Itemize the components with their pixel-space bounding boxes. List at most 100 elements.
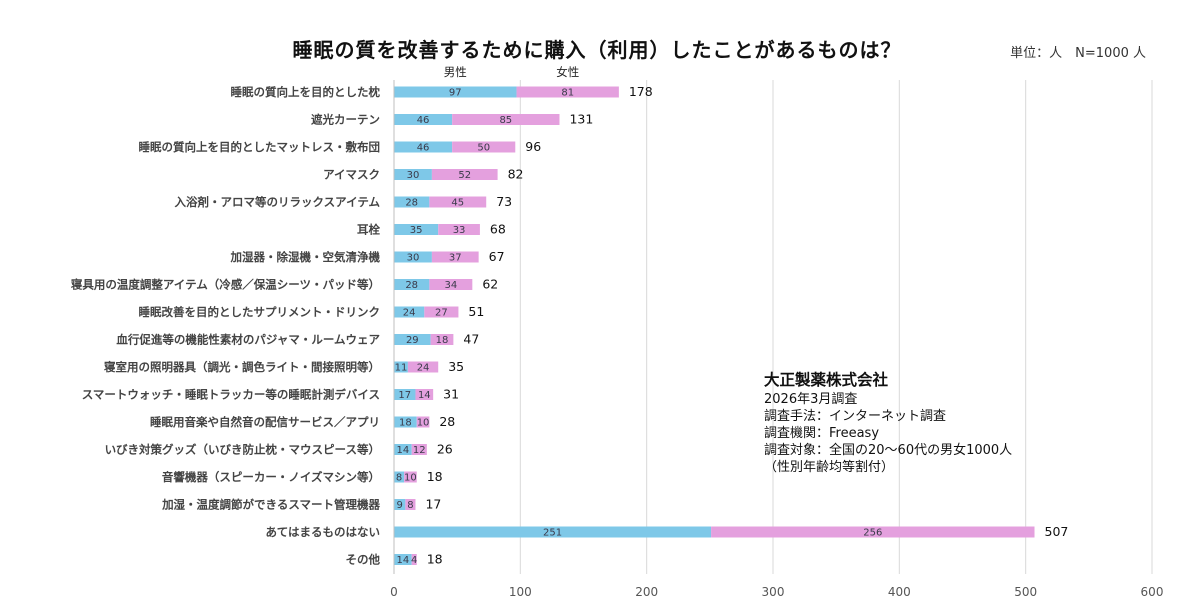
data-label-male: 9 <box>396 500 402 511</box>
category-label: 音響機器（スピーカー・ノイズマシン等） <box>162 470 380 484</box>
data-label-male: 28 <box>405 280 418 291</box>
data-label-male: 11 <box>395 363 408 374</box>
data-label-female: 33 <box>453 225 466 236</box>
category-label: 睡眠改善を目的としたサプリメント・ドリンク <box>139 305 381 319</box>
data-label-female: 18 <box>436 335 449 346</box>
unit-note: 単位：人 N=1000 人 <box>1010 46 1146 61</box>
bar-segment-female <box>430 334 454 345</box>
data-label-male: 24 <box>403 308 416 319</box>
x-tick-label: 0 <box>390 585 398 599</box>
bar-segment-female <box>429 196 487 208</box>
bar-segment-female <box>431 169 498 180</box>
data-label-male: 97 <box>449 88 462 99</box>
data-label-male: 30 <box>407 170 420 181</box>
total-label: 17 <box>425 497 441 512</box>
category-label: アイマスク <box>323 168 380 182</box>
data-label-female: 24 <box>417 363 430 374</box>
category-label: 睡眠の質向上を目的としたマットレス・敷布団 <box>139 140 381 154</box>
data-label-female: 50 <box>477 143 490 154</box>
x-tick-label: 300 <box>762 585 785 599</box>
category-label: 入浴剤・アロマ等のリラックスアイテム <box>174 195 380 209</box>
category-label: 耳栓 <box>357 223 380 237</box>
bar-segment-male <box>394 389 416 400</box>
data-label-female: 4 <box>411 555 417 566</box>
total-label: 18 <box>427 469 443 484</box>
survey-info: 大正製薬株式会社 2026年3月調査 調査手法：インターネット調査 調査機関：F… <box>764 370 1012 476</box>
data-label-male: 14 <box>396 445 409 456</box>
data-label-male: 30 <box>407 253 420 264</box>
survey-allocation: （性別年齢均等割付） <box>764 460 895 475</box>
category-label: 遮光カーテン <box>311 113 380 127</box>
data-label-female: 52 <box>458 170 471 181</box>
category-label: 加湿器・除湿機・空気清浄機 <box>230 250 381 264</box>
bar-segment-female <box>424 306 459 318</box>
total-label: 82 <box>508 167 524 182</box>
category-label: その他 <box>346 553 381 567</box>
bar-segment-male <box>394 306 425 318</box>
data-label-female: 27 <box>435 308 448 319</box>
data-label-female: 256 <box>863 528 882 539</box>
data-label-female: 14 <box>418 390 431 401</box>
bar-segment-male <box>394 196 430 208</box>
bar-segment-female <box>516 86 619 98</box>
bar-segment-male <box>394 499 406 510</box>
data-label-female: 37 <box>449 253 462 264</box>
data-label-male: 28 <box>405 198 418 209</box>
total-label: 31 <box>443 387 459 402</box>
total-label: 178 <box>629 84 653 99</box>
legend-label-male: 男性 <box>444 65 467 79</box>
bar-segment-female <box>711 526 1035 538</box>
company-name: 大正製薬株式会社 <box>764 371 889 389</box>
total-label: 96 <box>525 139 541 154</box>
category-label: 寝室用の照明器具（調光・調色ライト・間接照明等） <box>104 360 380 374</box>
bar-segment-male <box>394 251 432 263</box>
survey-method: 調査手法：インターネット調査 <box>764 409 947 424</box>
data-label-female: 8 <box>407 500 413 511</box>
bar-segment-female <box>405 499 416 510</box>
category-label: いびき対策グッズ（いびき防止枕・マウスピース等） <box>105 443 380 457</box>
total-label: 47 <box>463 332 479 347</box>
data-label-female: 12 <box>413 445 426 456</box>
x-tick-label: 200 <box>635 585 658 599</box>
category-label: スマートウォッチ・睡眠トラッカー等の睡眠計測デバイス <box>82 388 380 402</box>
bar-segment-male <box>394 86 517 98</box>
bar-segment-male <box>394 416 417 428</box>
x-tick-label: 600 <box>1141 585 1164 599</box>
legend-label-female: 女性 <box>556 65 579 79</box>
bar-segment-male <box>394 141 453 153</box>
survey-target: 調査対象：全国の20〜60代の男女1000人 <box>764 443 1013 458</box>
data-label-male: 29 <box>406 335 419 346</box>
total-label: 28 <box>439 414 455 429</box>
bar-segment-female <box>407 361 439 373</box>
total-label: 67 <box>489 249 505 264</box>
data-label-male: 17 <box>398 390 411 401</box>
bar-segment-male <box>394 334 431 345</box>
total-label: 18 <box>427 552 443 567</box>
data-label-male: 35 <box>410 225 423 236</box>
survey-agency: 調査機関：Freeasy <box>764 426 880 441</box>
bar-segment-female <box>452 141 516 153</box>
data-label-male: 8 <box>396 473 402 484</box>
category-label: あてはまるものはない <box>265 525 380 539</box>
data-label-male: 18 <box>399 418 412 429</box>
chart-title: 睡眠の質を改善するために購入（利用）したことがあるものは？ <box>292 38 902 62</box>
total-label: 62 <box>482 277 498 292</box>
category-label: 睡眠の質向上を目的とした枕 <box>231 85 381 99</box>
data-label-female: 10 <box>404 473 417 484</box>
bar-segment-male <box>394 471 405 483</box>
bar-segment-female <box>411 554 417 565</box>
total-label: 131 <box>569 112 593 127</box>
bar-segment-male <box>394 114 453 125</box>
bar-segment-male <box>394 444 412 455</box>
data-label-male: 46 <box>417 115 430 126</box>
category-label: 寝具用の温度調整アイテム（冷感／保温シーツ・パッド等） <box>71 278 380 292</box>
bar-segment-female <box>452 114 560 125</box>
total-label: 507 <box>1045 524 1069 539</box>
data-label-female: 45 <box>451 198 464 209</box>
category-label: 加湿・温度調節ができるスマート管理機器 <box>161 498 380 512</box>
total-label: 26 <box>437 442 453 457</box>
x-tick-label: 400 <box>888 585 911 599</box>
bar-segment-female <box>429 279 473 290</box>
total-label: 51 <box>468 304 484 319</box>
